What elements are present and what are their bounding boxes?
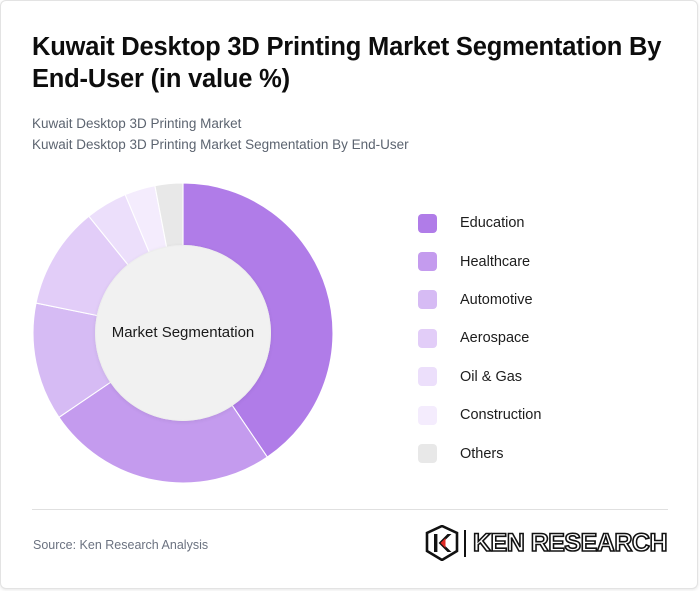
donut-center-label: Market Segmentation bbox=[111, 324, 255, 341]
legend-item-label: Others bbox=[460, 445, 504, 462]
legend-swatch-icon bbox=[418, 444, 437, 464]
logo-wordmark: KEN RESEARCH bbox=[472, 528, 668, 558]
legend-item-others[interactable]: Others bbox=[418, 434, 658, 472]
legend-swatch-icon bbox=[418, 405, 437, 425]
legend-item-label: Construction bbox=[460, 407, 542, 424]
donut-wrap bbox=[27, 177, 339, 489]
legend-item-oil-gas[interactable]: Oil & Gas bbox=[418, 358, 658, 396]
legend-item-label: Education bbox=[460, 215, 525, 232]
donut-slices bbox=[32, 182, 334, 484]
legend-swatch-icon bbox=[418, 290, 437, 310]
legend-item-healthcare[interactable]: Healthcare bbox=[418, 242, 658, 280]
legend-item-automotive[interactable]: Automotive bbox=[418, 281, 658, 319]
subtitle-line-2: Kuwait Desktop 3D Printing Market Segmen… bbox=[32, 137, 409, 153]
donut-svg bbox=[32, 182, 334, 484]
subtitle-line-1: Kuwait Desktop 3D Printing Market bbox=[32, 116, 242, 131]
legend-item-construction[interactable]: Construction bbox=[418, 396, 658, 434]
legend-swatch-icon bbox=[418, 367, 437, 387]
legend-item-label: Automotive bbox=[460, 291, 533, 308]
footer-divider bbox=[32, 509, 668, 510]
donut-chart: Market Segmentation bbox=[27, 177, 339, 489]
legend-item-education[interactable]: Education bbox=[418, 204, 658, 242]
legend-swatch-icon bbox=[418, 213, 437, 233]
page-title: Kuwait Desktop 3D Printing Market Segmen… bbox=[32, 33, 662, 94]
legend-item-aerospace[interactable]: Aerospace bbox=[418, 319, 658, 357]
ken-research-logo-mark-icon bbox=[425, 525, 459, 561]
source-note: Source: Ken Research Analysis bbox=[33, 538, 209, 552]
legend-swatch-icon bbox=[418, 328, 437, 348]
legend-item-label: Aerospace bbox=[460, 330, 530, 347]
legend-item-label: Healthcare bbox=[460, 253, 531, 270]
donut-center-hub: Market Segmentation bbox=[95, 245, 271, 421]
legend-swatch-icon bbox=[418, 252, 437, 272]
subtitle-group: Kuwait Desktop 3D Printing Market Kuwait… bbox=[32, 113, 662, 155]
ken-research-logo: KEN RESEARCH bbox=[425, 525, 668, 561]
legend-item-label: Oil & Gas bbox=[460, 368, 523, 385]
logo-divider bbox=[463, 529, 466, 557]
chart-legend: Education Healthcare Automotive Aerospace Oi… bbox=[418, 204, 658, 473]
